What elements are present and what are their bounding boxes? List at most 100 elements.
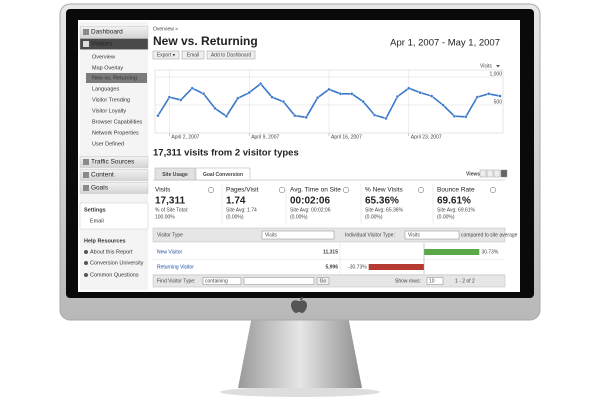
button-label[interactable]: Go: [320, 279, 327, 285]
nav-item[interactable]: Overview: [92, 54, 115, 60]
select[interactable]: [261, 230, 335, 240]
data-point: [201, 92, 206, 96]
nav-item[interactable]: Visitor Trending: [92, 97, 130, 103]
button[interactable]: [181, 50, 205, 60]
button-label[interactable]: Export ▾: [157, 53, 176, 59]
select-value[interactable]: Visits: [408, 233, 420, 239]
metric-note: Site Avg: 69.61%: [437, 207, 476, 213]
help-item[interactable]: Common Questions: [90, 272, 139, 278]
comparison-bar: [424, 249, 480, 255]
nav-section[interactable]: [79, 182, 149, 194]
nav-icon: [83, 41, 89, 47]
pagination: 1 - 2 of 2: [455, 278, 475, 284]
nav-section[interactable]: [79, 38, 149, 50]
help-button[interactable]: [489, 186, 497, 194]
visitor-type[interactable]: Returning Visitor: [157, 264, 194, 270]
data-point: [395, 94, 400, 99]
metric-note: (0.00%): [226, 214, 244, 220]
settings-item[interactable]: Email: [90, 218, 104, 224]
nav-icon: [83, 172, 89, 178]
settings-box: [79, 202, 149, 230]
tab[interactable]: [195, 167, 251, 181]
sidebar: [80, 22, 148, 290]
nav-item[interactable]: Traffic Sources: [91, 159, 135, 166]
nav-icon: [83, 185, 89, 191]
help-icon: [84, 273, 88, 277]
nav-item[interactable]: Languages: [92, 86, 119, 92]
metric-note: 100.00%: [155, 214, 175, 220]
search-input[interactable]: [243, 277, 315, 285]
data-point: [384, 116, 388, 121]
tab[interactable]: [154, 167, 196, 181]
button[interactable]: [152, 50, 180, 60]
data-point: [156, 113, 160, 118]
help-button[interactable]: [278, 186, 286, 194]
help-button[interactable]: [207, 186, 215, 194]
metric-value: 00:02:06: [290, 196, 330, 207]
nav-item[interactable]: Dashboard: [91, 29, 123, 36]
data-point: [498, 94, 502, 98]
x-tick-label: April 16, 2007: [331, 134, 362, 140]
nav-section[interactable]: [79, 26, 149, 38]
data-point: [475, 95, 479, 99]
nav-item[interactable]: Visitor Loyalty: [92, 108, 126, 114]
select-value[interactable]: 10: [429, 279, 435, 285]
nav-item[interactable]: Browser Capabilities: [92, 119, 142, 125]
select[interactable]: [426, 277, 444, 285]
view-button[interactable]: [493, 169, 501, 178]
breadcrumb[interactable]: Overview »: [153, 26, 178, 32]
button[interactable]: [206, 50, 256, 60]
metric-label: Pages/Visit: [226, 187, 259, 194]
nav-section[interactable]: [79, 169, 149, 181]
select[interactable]: [404, 230, 460, 240]
x-tick-label: April 2, 2007: [171, 134, 199, 140]
select-value[interactable]: Visits: [265, 233, 277, 239]
data-point: [464, 115, 468, 119]
nav-item[interactable]: Content: [91, 172, 114, 179]
help-item[interactable]: Conversion University: [90, 260, 144, 266]
button-label[interactable]: Email: [187, 53, 200, 59]
nav-item[interactable]: Goals: [91, 185, 109, 192]
tab-label[interactable]: Goal Conversion: [203, 172, 243, 178]
comparison-value: -30.73%: [348, 264, 367, 270]
visitor-type[interactable]: New Visitor: [157, 249, 183, 255]
data-point: [236, 96, 240, 100]
views-label: Views:: [466, 171, 482, 177]
date-range[interactable]: Apr 1, 2007 - May 1, 2007: [390, 38, 500, 49]
comparison-note: compared to site average: [461, 232, 518, 238]
view-button[interactable]: [486, 169, 494, 178]
view-button[interactable]: [479, 169, 487, 178]
nav-item[interactable]: Network Properties: [92, 130, 139, 136]
shadow: [220, 387, 380, 397]
footer-label: Find Visitor Type:: [157, 278, 195, 284]
help-button[interactable]: [342, 186, 350, 194]
help-item[interactable]: About this Report: [90, 249, 133, 255]
select-value[interactable]: containing: [205, 279, 228, 285]
data-point: [258, 82, 263, 86]
apple-logo: [291, 297, 307, 313]
data-point: [190, 86, 194, 90]
help-button[interactable]: [417, 186, 425, 194]
button[interactable]: [316, 277, 330, 285]
nav-section[interactable]: [79, 156, 149, 168]
nav-item[interactable]: Visitors: [91, 41, 113, 48]
data-point: [338, 92, 343, 96]
x-tick-label: April 9, 2007: [251, 134, 279, 140]
analytics-page: Dashboard Visitors Overview Map Overlay New …: [79, 22, 518, 290]
y-tick-label: 500: [494, 99, 503, 105]
nav-item[interactable]: User Defined: [92, 141, 124, 147]
nav-item[interactable]: New vs. Returning: [92, 75, 137, 81]
data-point: [418, 90, 422, 95]
tab-label[interactable]: Site Usage: [162, 172, 188, 178]
nav-item[interactable]: Map Overlay: [92, 65, 123, 71]
data-point: [281, 99, 286, 104]
view-button[interactable]: [500, 169, 508, 178]
select[interactable]: [202, 277, 242, 285]
metric-note: Site Avg: 1.74: [226, 207, 257, 213]
y-tick-label: 1,000: [489, 71, 502, 77]
metric-selector[interactable]: Visits: [480, 63, 492, 69]
metric-note: (0.00%): [437, 214, 455, 220]
data-point: [315, 96, 320, 100]
button-label[interactable]: Add to Dashboard: [211, 53, 252, 59]
nav-icon: [83, 159, 89, 165]
